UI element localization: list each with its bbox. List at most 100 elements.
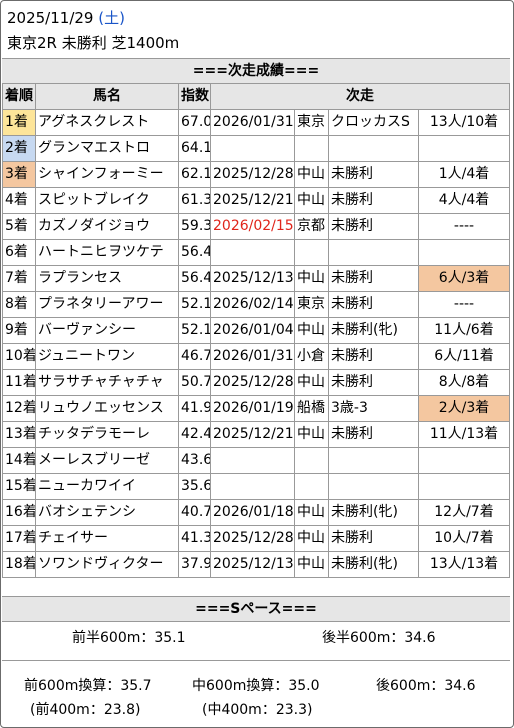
race-info: 東京2R 未勝利 芝1400m <box>7 34 180 52</box>
next-race-cell: クロッカスS <box>328 109 419 136</box>
rank-cell: 16着 <box>2 499 36 526</box>
next-venue-cell: 中山 <box>294 187 329 214</box>
next-result-cell: 4人/4着 <box>418 187 510 214</box>
front-400m: (前400m：23.8) <box>30 702 141 718</box>
index-cell: 42.4 <box>178 421 211 448</box>
next-venue-cell: 中山 <box>294 369 329 396</box>
next-date-cell: 2026/01/31 <box>210 109 295 136</box>
next-race-cell: 未勝利(牝) <box>328 499 419 526</box>
index-cell: 40.7 <box>178 499 211 526</box>
table-row: 15着 ニューカワイイ 35.6 <box>2 473 510 500</box>
next-date-cell: 2025/12/28 <box>210 161 295 188</box>
horse-name-cell: バオシェテンシ <box>35 499 179 526</box>
next-date-cell <box>210 447 295 474</box>
next-race-cell: 未勝利 <box>328 265 419 292</box>
divider <box>2 660 510 661</box>
index-cell: 46.7 <box>178 343 211 370</box>
table-row: 12着 リュウノエッセンス 41.9 2026/01/19 船橋 3歳-3 2人/3着 <box>2 395 510 422</box>
next-venue-cell: 京都 <box>294 213 329 240</box>
next-venue-cell: 中山 <box>294 421 329 448</box>
horse-name-cell: シャインフォーミー <box>35 161 179 188</box>
rank-cell: 3着 <box>2 161 36 188</box>
next-race-results-table: 着順 馬名 指数 次走 1着 アグネスクレスト 67.0 2026/01/31 東京 クロ… <box>2 83 510 578</box>
horse-name-cell: ソワンドヴィクター <box>35 551 179 578</box>
next-race-cell: 未勝利 <box>328 161 419 188</box>
next-result-cell <box>418 447 510 474</box>
next-date-cell <box>210 239 295 266</box>
weekday-text: (土) <box>98 9 125 27</box>
rank-cell: 5着 <box>2 213 36 240</box>
next-date-cell: 2026/01/04 <box>210 317 295 344</box>
next-race-cell <box>328 135 419 162</box>
rank-cell: 17着 <box>2 525 36 552</box>
rank-cell: 8着 <box>2 291 36 318</box>
next-venue-cell: 中山 <box>294 317 329 344</box>
next-venue-cell <box>294 473 329 500</box>
table-row: 5着 カズノダイジョウ 59.3 2026/02/15 京都 未勝利 ---- <box>2 213 510 240</box>
next-date-cell <box>210 135 295 162</box>
next-date-cell: 2026/02/15 <box>210 213 295 240</box>
next-result-cell: 11人/13着 <box>418 421 510 448</box>
next-race-cell: 未勝利 <box>328 421 419 448</box>
horse-name-cell: ジュニートワン <box>35 343 179 370</box>
next-result-cell: 13人/10着 <box>418 109 510 136</box>
table-row: 8着 プラネタリーアワー 52.1 2026/02/14 東京 未勝利 ---- <box>2 291 510 318</box>
next-venue-cell: 中山 <box>294 551 329 578</box>
next-result-cell <box>418 135 510 162</box>
middle-600m-converted: 中600m換算：35.0 <box>192 678 320 694</box>
table-row: 1着 アグネスクレスト 67.0 2026/01/31 東京 クロッカスS 13人/10着 <box>2 109 510 136</box>
next-race-cell: 未勝利 <box>328 213 419 240</box>
header-index: 指数 <box>178 83 211 110</box>
index-cell: 41.3 <box>178 525 211 552</box>
next-date-cell: 2025/12/13 <box>210 265 295 292</box>
next-race-cell <box>328 473 419 500</box>
index-cell: 56.4 <box>178 239 211 266</box>
table-row: 9着 バーヴァンシー 52.1 2026/01/04 中山 未勝利(牝) 11人/6着 <box>2 317 510 344</box>
index-cell: 56.4 <box>178 265 211 292</box>
index-cell: 52.1 <box>178 317 211 344</box>
next-result-cell: 6人/3着 <box>418 265 510 292</box>
horse-name-cell: チッタデラモーレ <box>35 421 179 448</box>
header-horse-name: 馬名 <box>35 83 179 110</box>
next-date-cell: 2026/01/19 <box>210 395 295 422</box>
next-date-cell: 2026/02/14 <box>210 291 295 318</box>
next-result-cell: 1人/4着 <box>418 161 510 188</box>
next-result-cell <box>418 239 510 266</box>
horse-name-cell: アグネスクレスト <box>35 109 179 136</box>
horse-name-cell: チェイサー <box>35 525 179 552</box>
table-row: 7着 ラプランセス 56.4 2025/12/13 中山 未勝利 6人/3着 <box>2 265 510 292</box>
next-venue-cell <box>294 447 329 474</box>
rank-cell: 6着 <box>2 239 36 266</box>
next-result-cell: 10人/7着 <box>418 525 510 552</box>
next-race-cell: 未勝利 <box>328 291 419 318</box>
horse-name-cell: ハートニヒヲツケテ <box>35 239 179 266</box>
first-half-600m: 前半600m：35.1 <box>72 630 186 646</box>
index-cell: 41.9 <box>178 395 211 422</box>
front-600m-converted: 前600m換算：35.7 <box>24 678 152 694</box>
index-cell: 37.9 <box>178 551 211 578</box>
horse-name-cell: カズノダイジョウ <box>35 213 179 240</box>
index-cell: 59.3 <box>178 213 211 240</box>
rank-cell: 1着 <box>2 109 36 136</box>
rank-cell: 14着 <box>2 447 36 474</box>
next-venue-cell: 中山 <box>294 525 329 552</box>
index-cell: 50.7 <box>178 369 211 396</box>
horse-name-cell: ラプランセス <box>35 265 179 292</box>
next-date-cell: 2025/12/28 <box>210 369 295 396</box>
rank-cell: 2着 <box>2 135 36 162</box>
table-row: 3着 シャインフォーミー 62.1 2025/12/28 中山 未勝利 1人/4着 <box>2 161 510 188</box>
horse-name-cell: スピットブレイク <box>35 187 179 214</box>
horse-name-cell: サラサチャチャチャ <box>35 369 179 396</box>
rank-cell: 18着 <box>2 551 36 578</box>
next-date-cell: 2026/01/31 <box>210 343 295 370</box>
horse-name-cell: ニューカワイイ <box>35 473 179 500</box>
horse-name-cell: リュウノエッセンス <box>35 395 179 422</box>
section-next-race-title: ===次走成績=== <box>2 58 510 84</box>
section-pace-title: ===Sペース=== <box>2 596 510 622</box>
next-venue-cell <box>294 239 329 266</box>
table-row: 13着 チッタデラモーレ 42.4 2025/12/21 中山 未勝利 11人/13着 <box>2 421 510 448</box>
next-venue-cell <box>294 135 329 162</box>
next-result-cell: 13人/13着 <box>418 551 510 578</box>
table-row: 4着 スピットブレイク 61.3 2025/12/21 中山 未勝利 4人/4着 <box>2 187 510 214</box>
index-cell: 61.3 <box>178 187 211 214</box>
